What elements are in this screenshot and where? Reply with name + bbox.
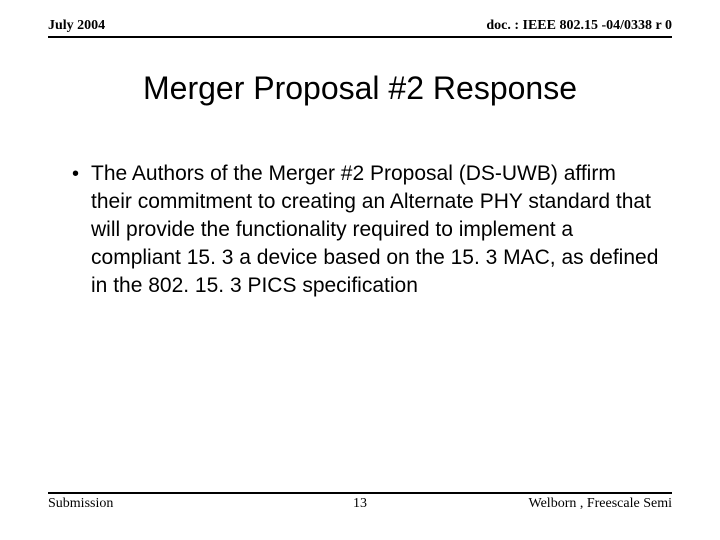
footer-page-number: 13 xyxy=(353,496,367,512)
list-item: • The Authors of the Merger #2 Proposal … xyxy=(72,160,660,300)
footer-author: Welborn , Freescale Semi xyxy=(529,496,673,512)
bullet-text: The Authors of the Merger #2 Proposal (D… xyxy=(91,160,660,300)
slide-footer: Submission 13 Welborn , Freescale Semi xyxy=(48,492,672,512)
slide-header: July 2004 doc. : IEEE 802.15 -04/0338 r … xyxy=(48,18,672,38)
header-doc-number: doc. : IEEE 802.15 -04/0338 r 0 xyxy=(486,18,672,34)
bullet-marker-icon: • xyxy=(72,160,79,188)
bullet-list: • The Authors of the Merger #2 Proposal … xyxy=(72,160,660,300)
slide-title: Merger Proposal #2 Response xyxy=(0,70,720,107)
footer-submission-label: Submission xyxy=(48,496,113,512)
header-date: July 2004 xyxy=(48,18,105,34)
